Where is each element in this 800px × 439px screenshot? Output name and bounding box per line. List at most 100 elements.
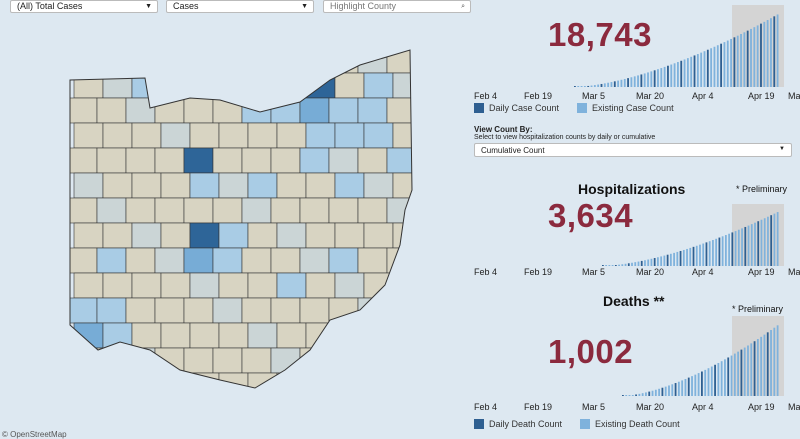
county[interactable]: [102, 272, 133, 299]
county[interactable]: [299, 347, 330, 374]
county[interactable]: [241, 48, 272, 74]
county[interactable]: [363, 122, 394, 149]
county[interactable]: [363, 272, 394, 299]
county[interactable]: [131, 222, 162, 249]
county[interactable]: [357, 147, 388, 174]
county[interactable]: [96, 48, 127, 74]
county[interactable]: [276, 372, 307, 398]
deaths-chart[interactable]: [574, 316, 784, 396]
county[interactable]: [212, 347, 243, 374]
county[interactable]: [328, 347, 359, 374]
county[interactable]: [334, 272, 365, 299]
county[interactable]: [363, 322, 394, 349]
county[interactable]: [305, 222, 336, 249]
county[interactable]: [357, 97, 388, 124]
county[interactable]: [160, 322, 191, 349]
county[interactable]: [73, 172, 104, 199]
county[interactable]: [305, 322, 336, 349]
county[interactable]: [241, 197, 272, 224]
county[interactable]: [357, 48, 388, 74]
county[interactable]: [131, 272, 162, 299]
county[interactable]: [125, 247, 156, 274]
county[interactable]: [247, 172, 278, 199]
county[interactable]: [270, 97, 301, 124]
county[interactable]: [131, 372, 162, 398]
county[interactable]: [183, 297, 214, 324]
county[interactable]: [183, 247, 214, 274]
county[interactable]: [125, 347, 156, 374]
county[interactable]: [154, 297, 185, 324]
county[interactable]: [218, 222, 249, 249]
county[interactable]: [212, 197, 243, 224]
county[interactable]: [241, 347, 272, 374]
county[interactable]: [299, 48, 330, 74]
county[interactable]: [96, 347, 127, 374]
county[interactable]: [334, 372, 365, 398]
county[interactable]: [68, 97, 98, 124]
county[interactable]: [189, 172, 220, 199]
ohio-county-map[interactable]: [0, 20, 460, 430]
county[interactable]: [212, 297, 243, 324]
county[interactable]: [68, 347, 98, 374]
county[interactable]: [96, 197, 127, 224]
county[interactable]: [357, 297, 388, 324]
county[interactable]: [218, 122, 249, 149]
county[interactable]: [270, 197, 301, 224]
county[interactable]: [189, 372, 220, 398]
county[interactable]: [392, 372, 422, 398]
county[interactable]: [299, 247, 330, 274]
county[interactable]: [305, 172, 336, 199]
county[interactable]: [270, 247, 301, 274]
county[interactable]: [328, 97, 359, 124]
county[interactable]: [160, 172, 191, 199]
county[interactable]: [334, 122, 365, 149]
county[interactable]: [392, 122, 422, 149]
county[interactable]: [131, 172, 162, 199]
county[interactable]: [218, 72, 249, 99]
county[interactable]: [73, 322, 104, 349]
county[interactable]: [189, 322, 220, 349]
county[interactable]: [160, 122, 191, 149]
county[interactable]: [247, 72, 278, 99]
county[interactable]: [160, 272, 191, 299]
county[interactable]: [392, 322, 422, 349]
county[interactable]: [276, 322, 307, 349]
measure-dropdown[interactable]: Cases ▼: [166, 0, 314, 13]
county[interactable]: [334, 72, 365, 99]
county[interactable]: [299, 297, 330, 324]
county[interactable]: [363, 72, 394, 99]
county[interactable]: [68, 247, 98, 274]
county[interactable]: [328, 197, 359, 224]
county[interactable]: [73, 222, 104, 249]
county[interactable]: [125, 97, 156, 124]
county[interactable]: [247, 222, 278, 249]
county[interactable]: [276, 222, 307, 249]
county[interactable]: [270, 147, 301, 174]
county[interactable]: [154, 247, 185, 274]
county[interactable]: [386, 97, 416, 124]
county[interactable]: [218, 172, 249, 199]
county[interactable]: [125, 297, 156, 324]
county[interactable]: [334, 222, 365, 249]
county[interactable]: [154, 48, 185, 74]
county[interactable]: [305, 272, 336, 299]
county[interactable]: [386, 297, 416, 324]
county[interactable]: [386, 48, 416, 74]
county[interactable]: [125, 197, 156, 224]
county[interactable]: [73, 272, 104, 299]
county[interactable]: [363, 172, 394, 199]
county[interactable]: [183, 197, 214, 224]
county[interactable]: [125, 147, 156, 174]
county[interactable]: [299, 197, 330, 224]
county[interactable]: [328, 48, 359, 74]
county[interactable]: [73, 372, 104, 398]
county[interactable]: [276, 172, 307, 199]
county[interactable]: [73, 122, 104, 149]
county[interactable]: [183, 48, 214, 74]
view-count-dropdown[interactable]: Cumulative Count ▼: [474, 143, 792, 157]
county[interactable]: [392, 172, 422, 199]
county[interactable]: [212, 48, 243, 74]
county[interactable]: [363, 372, 394, 398]
county[interactable]: [160, 222, 191, 249]
county[interactable]: [102, 72, 133, 99]
